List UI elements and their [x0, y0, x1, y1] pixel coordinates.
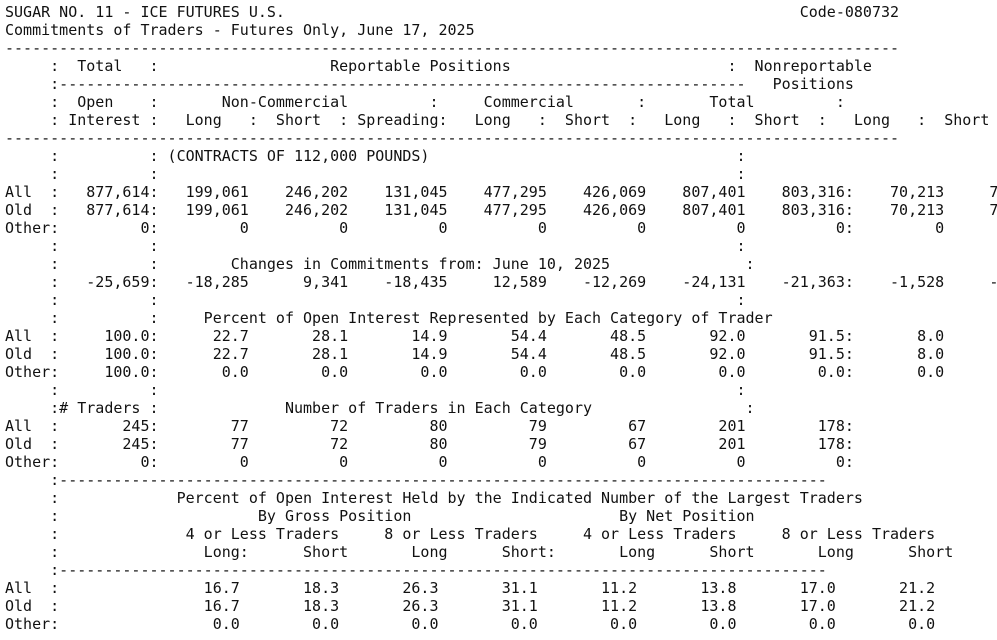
- report-line-07: : Interest : Long : Short : Spreading: L…: [5, 111, 990, 129]
- report-line-25: Old : 245: 77 72 80 79 67 201 178:: [5, 435, 854, 453]
- report-line-26: Other: 0: 0 0 0 0 0 0 0:: [5, 453, 854, 471]
- report-line-05: :---------------------------------------…: [5, 75, 854, 93]
- report-line-23: :# Traders : Number of Traders in Each C…: [5, 399, 755, 417]
- report-line-34: Old : 16.7 18.3 26.3 31.1 11.2 13.8 17.0…: [5, 597, 936, 615]
- report-line-27: :---------------------------------------…: [5, 471, 827, 489]
- report-line-12: Old : 877,614: 199,061 246,202 131,045 4…: [5, 201, 997, 219]
- report-line-11: All : 877,614: 199,061 246,202 131,045 4…: [5, 183, 997, 201]
- report-line-22: : : :: [5, 381, 746, 399]
- report-line-18: : : Percent of Open Interest Represented…: [5, 309, 773, 327]
- report-line-06: : Open : Non-Commercial : Commercial : T…: [5, 93, 845, 111]
- report-line-19: All : 100.0: 22.7 28.1 14.9 54.4 48.5 92…: [5, 327, 997, 345]
- report-line-03: ----------------------------------------…: [5, 39, 900, 57]
- report-line-21: Other: 100.0: 0.0 0.0 0.0 0.0 0.0 0.0 0.…: [5, 363, 997, 381]
- report-line-28: : Percent of Open Interest Held by the I…: [5, 489, 863, 507]
- report-line-04: : Total : Reportable Positions : Nonrepo…: [5, 57, 872, 75]
- report-line-10: : : :: [5, 165, 746, 183]
- report-line-13: Other: 0: 0 0 0 0 0 0 0: 0 0: [5, 219, 997, 237]
- report-line-14: : : :: [5, 237, 746, 255]
- report-line-08: ----------------------------------------…: [5, 129, 900, 147]
- report-line-24: All : 245: 77 72 80 79 67 201 178:: [5, 417, 854, 435]
- report-line-17: : : :: [5, 291, 746, 309]
- report-line-35: Other: 0.0 0.0 0.0 0.0 0.0 0.0 0.0 0.0: [5, 615, 936, 633]
- report-line-20: Old : 100.0: 22.7 28.1 14.9 54.4 48.5 92…: [5, 345, 997, 363]
- report-line-16: : -25,659: -18,285 9,341 -18,435 12,589 …: [5, 273, 997, 291]
- report-line-31: : Long: Short Long Short: Long Short Lon…: [5, 543, 954, 561]
- report-line-09: : : (CONTRACTS OF 112,000 POUNDS) :: [5, 147, 746, 165]
- report-line-30: : 4 or Less Traders 8 or Less Traders 4 …: [5, 525, 936, 543]
- report-line-29: : By Gross Position By Net Position: [5, 507, 755, 525]
- report-line-02: Commitments of Traders - Futures Only, J…: [5, 21, 475, 39]
- report-line-33: All : 16.7 18.3 26.3 31.1 11.2 13.8 17.0…: [5, 579, 936, 597]
- report-line-15: : : Changes in Commitments from: June 10…: [5, 255, 755, 273]
- report-line-01: SUGAR NO. 11 - ICE FUTURES U.S. Code-080…: [5, 3, 900, 21]
- report-line-32: :---------------------------------------…: [5, 561, 827, 579]
